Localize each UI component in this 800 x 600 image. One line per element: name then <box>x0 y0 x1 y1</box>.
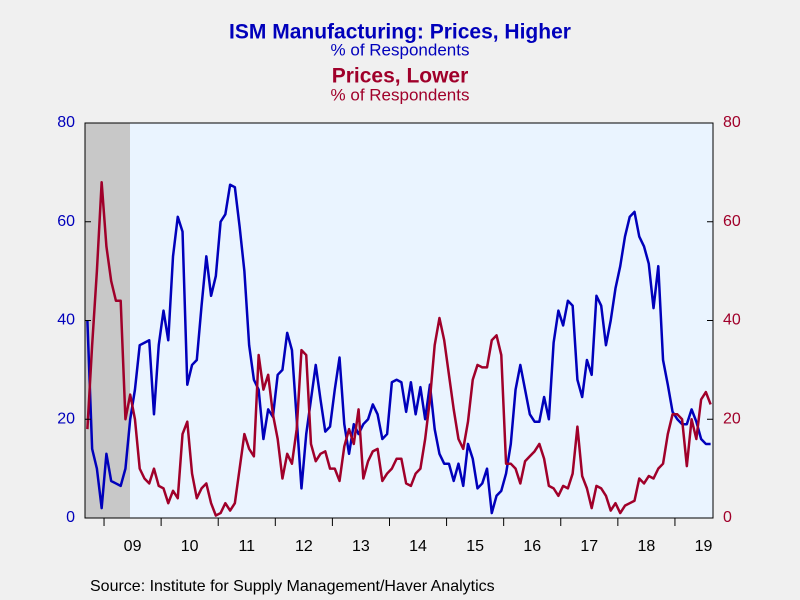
y2-tick-label: 60 <box>723 213 741 230</box>
series-line <box>86 181 712 517</box>
x-tick-label: 15 <box>466 538 484 555</box>
x-tick-label: 09 <box>124 538 142 555</box>
x-tick-label: 13 <box>352 538 370 555</box>
x-tick-label: 14 <box>409 538 427 555</box>
x-tick-label: 18 <box>637 538 655 555</box>
chart-title: ISM Manufacturing: Prices, Higher <box>229 21 571 44</box>
x-tick-label: 10 <box>181 538 199 555</box>
chart-subtitle-2: % of Respondents <box>331 85 470 104</box>
y2-tick-label: 0 <box>723 509 732 526</box>
y-tick-label: 60 <box>57 213 75 230</box>
y2-tick-label: 40 <box>723 312 741 329</box>
x-tick-label: 12 <box>295 538 313 555</box>
y-tick-label: 80 <box>57 114 75 131</box>
series-line <box>86 183 711 515</box>
chart-subtitle: % of Respondents <box>331 40 470 59</box>
chart-title-2: Prices, Lower <box>332 65 469 88</box>
y2-tick-label: 80 <box>723 114 741 131</box>
x-tick-label: 19 <box>695 538 713 555</box>
x-tick-label: 16 <box>523 538 541 555</box>
y-tick-label: 40 <box>57 312 75 329</box>
y-tick-label: 20 <box>57 410 75 427</box>
x-tick-label: 11 <box>238 538 255 555</box>
y2-tick-label: 20 <box>723 410 741 427</box>
source-note: Source: Institute for Supply Management/… <box>90 578 495 595</box>
x-tick-label: 17 <box>580 538 598 555</box>
marks <box>86 181 712 517</box>
y-tick-label: 0 <box>66 509 75 526</box>
